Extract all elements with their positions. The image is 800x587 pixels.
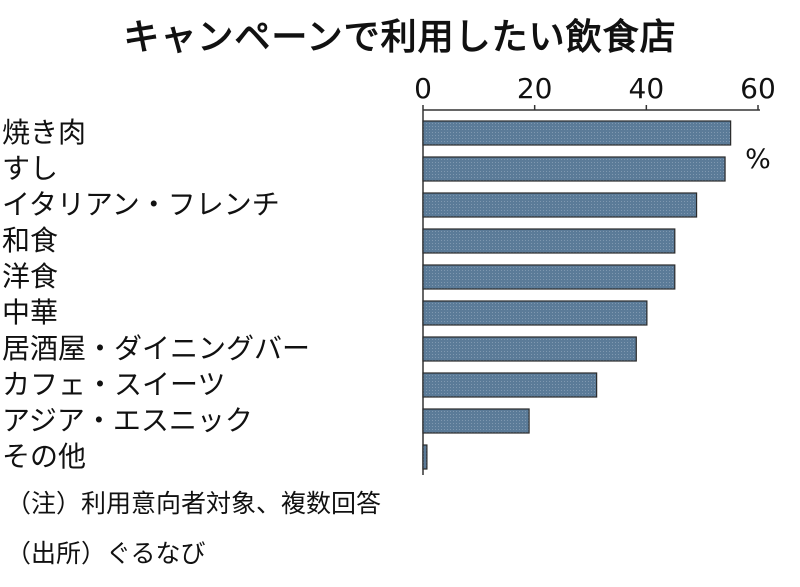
x-tick-label: 40 [629,72,665,105]
category-label: すし [2,152,59,185]
x-tick-label: 0 [414,72,432,105]
category-label: その他 [2,440,87,473]
category-label: 居酒屋・ダイニングバー [2,332,311,365]
note: （注）利用意向者対象、複数回答 [6,489,382,518]
x-tick-label: 60 [740,72,776,105]
category-label: 洋食 [2,260,59,293]
bar [422,228,676,254]
category-label: カフェ・スイーツ [2,368,226,401]
bar [422,264,676,290]
category-label: イタリアン・フレンチ [2,188,280,221]
bar [422,120,732,146]
category-label: アジア・エスニック [2,404,253,437]
bar [422,300,648,326]
bar [422,372,598,398]
chart-title: キャンペーンで利用したい飲食店 [123,17,677,58]
source: （出所）ぐるなび [6,539,206,568]
bar [422,156,726,182]
bar [422,408,530,434]
x-tick-label: 20 [517,72,553,105]
category-label: 和食 [2,224,59,257]
category-label: 焼き肉 [2,116,87,149]
bar [422,444,428,470]
category-label: 中華 [2,296,59,329]
unit-label: % [745,144,771,175]
bar [422,336,637,362]
bar [422,192,698,218]
